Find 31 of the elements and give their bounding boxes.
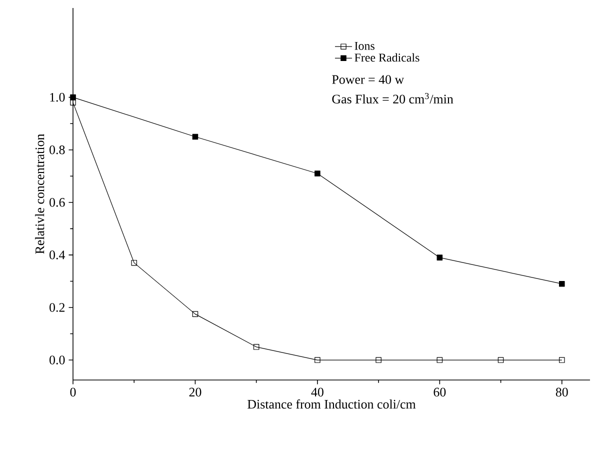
- y-tick-label: 0.0: [50, 356, 65, 364]
- y-tick-label: 0.8: [50, 145, 65, 154]
- y-tick-label: 0.2: [50, 303, 65, 312]
- x-tick-label: 0: [70, 388, 76, 397]
- x-tick-label: 80: [556, 388, 568, 397]
- point: [70, 100, 76, 106]
- x-tick-label: 60: [434, 388, 446, 397]
- y-tick-label: 1.0: [50, 92, 65, 102]
- point: [498, 357, 504, 363]
- point: [131, 260, 138, 266]
- point: [314, 170, 320, 176]
- point: [559, 280, 565, 287]
- point: [314, 357, 320, 363]
- point: [559, 357, 565, 363]
- x-tick-label: 20: [189, 388, 202, 397]
- y-axis-title: Relativle concentration: [35, 134, 44, 254]
- legend-label: Ions: [354, 42, 374, 50]
- point: [192, 311, 198, 317]
- annotation: Power = 40 w: [332, 75, 404, 84]
- point: [436, 254, 443, 260]
- y-tick-label: 0.4: [50, 250, 66, 260]
- point: [192, 134, 198, 140]
- point: [436, 357, 443, 363]
- point: [376, 357, 382, 363]
- point: [70, 94, 76, 100]
- x-tick-label: 40: [311, 388, 324, 397]
- legend-label: Free Radicals: [354, 53, 420, 62]
- x-axis-title: Distance from Induction coli/cm: [248, 399, 416, 409]
- annotation: Gas Flux = 20 cm$^{3}$/min: [332, 93, 454, 104]
- point: [253, 344, 260, 350]
- y-tick-label: 0.6: [50, 198, 65, 207]
